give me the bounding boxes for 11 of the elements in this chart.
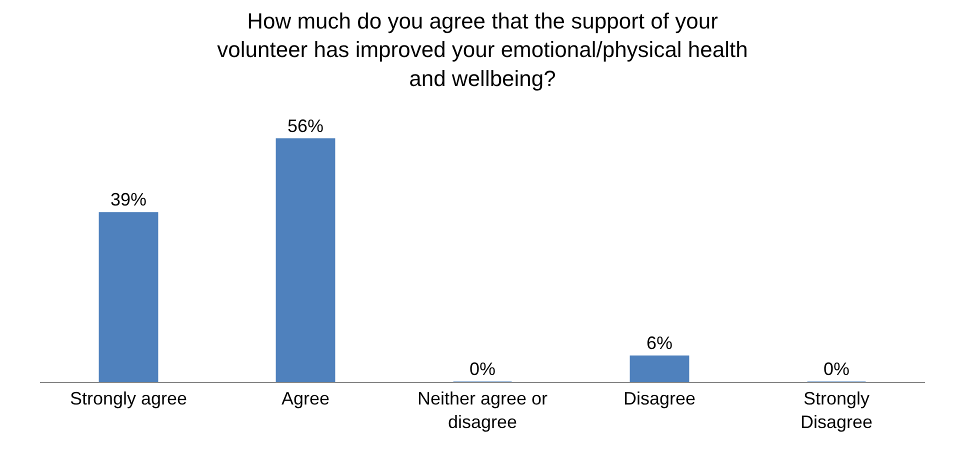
data-label: 39%	[110, 190, 147, 210]
x-tick-label: Strongly Disagree	[800, 388, 873, 432]
data-label: 56%	[287, 116, 324, 136]
x-tick-label: Strongly agree	[70, 388, 188, 409]
x-tick-label: Neither agree or disagree	[417, 388, 548, 432]
x-tick-label: Disagree	[623, 388, 696, 409]
chart-title: How much do you agree that the support of your volunteer has improved your emotional/physical health and wellbeing?	[217, 8, 748, 91]
x-tick-label: Agree	[281, 388, 330, 409]
data-label: 0%	[823, 359, 850, 379]
data-label: 6%	[646, 332, 673, 353]
data-label: 0%	[469, 359, 496, 379]
